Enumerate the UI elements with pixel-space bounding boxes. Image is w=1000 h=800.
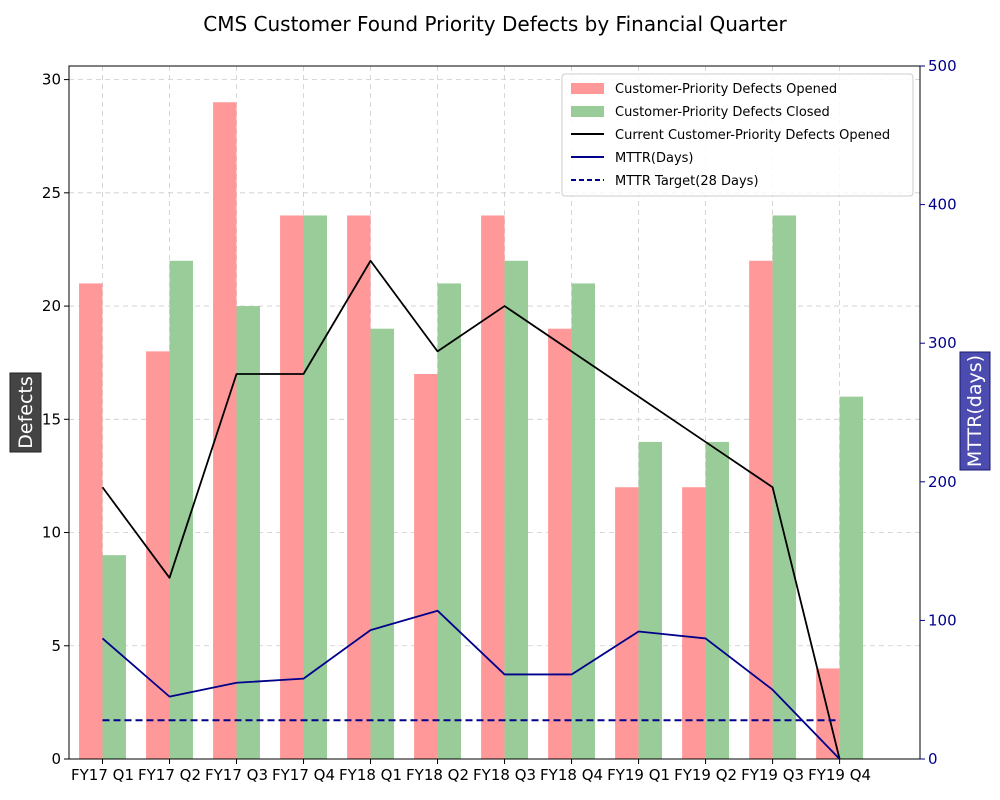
bar-opened [749, 260, 773, 759]
y-axis-label-right-box [959, 351, 991, 471]
left-axis-ticks: 0 5 10 15 20 25 30 [42, 71, 69, 768]
left-tick-label: 0 [51, 750, 61, 768]
legend-label: Customer-Priority Defects Opened [615, 82, 837, 97]
bar-closed [705, 441, 730, 759]
x-tick-label: FY19 Q3 [741, 766, 804, 784]
x-tick-label: FY17 Q3 [205, 766, 268, 784]
legend-swatch [571, 83, 604, 94]
y-axis-label-right: MTTR(days) [959, 351, 991, 471]
right-tick-label: 100 [928, 611, 957, 629]
bar-opened [414, 374, 438, 759]
chart-title: CMS Customer Found Priority Defects by F… [203, 12, 787, 36]
right-tick-label: 0 [928, 750, 938, 768]
bar-layer [79, 102, 864, 759]
right-tick-label: 300 [928, 334, 957, 352]
x-tick-label: FY17 Q2 [138, 766, 201, 784]
bar-opened [79, 283, 103, 759]
bar-closed [102, 555, 126, 759]
left-tick-label: 20 [42, 297, 61, 315]
x-tick-label: FY18 Q4 [540, 766, 603, 784]
left-tick-label: 10 [42, 524, 61, 542]
left-tick-label: 5 [51, 637, 61, 655]
legend-box [561, 73, 914, 197]
right-tick-label: 500 [928, 57, 957, 75]
bar-opened [280, 215, 304, 759]
x-tick-label: FY19 Q2 [674, 766, 737, 784]
x-tick-label: FY17 Q1 [71, 766, 134, 784]
x-tick-label: FY19 Q4 [808, 766, 871, 784]
bar-closed [236, 306, 260, 759]
bar-opened [481, 215, 505, 759]
bar-closed [772, 215, 797, 759]
bar-closed [437, 283, 461, 759]
bar-closed [169, 260, 193, 759]
bar-opened [347, 215, 371, 759]
legend: Customer-Priority Defects Opened Customer… [561, 73, 914, 197]
bar-opened [615, 487, 639, 759]
bar-opened [548, 328, 572, 759]
line-current-opened [101, 259, 841, 760]
bar-closed [571, 283, 596, 759]
bar-closed [303, 215, 327, 759]
left-tick-label: 30 [42, 71, 61, 89]
x-tick-label: FY18 Q3 [473, 766, 536, 784]
right-axis-ticks: 0 100 200 300 400 500 [920, 57, 957, 768]
bar-opened [213, 102, 237, 759]
bar-opened [146, 351, 170, 759]
bar-closed [839, 396, 864, 759]
plot-frame [68, 65, 921, 760]
bar-closed [370, 328, 394, 759]
bar-closed [504, 260, 529, 759]
y-axis-label-right-text: MTTR(days) [964, 355, 986, 467]
x-tick-label: FY18 Q1 [339, 766, 402, 784]
legend-label: Current Customer-Priority Defects Opened [615, 128, 890, 143]
right-tick-label: 400 [928, 196, 957, 214]
x-tick-label: FY19 Q1 [607, 766, 670, 784]
y-axis-label-left-box [9, 372, 42, 453]
bar-opened [682, 487, 706, 759]
bar-closed [638, 441, 663, 759]
x-axis-ticks: FY17 Q1 FY17 Q2 FY17 Q3 FY17 Q4 FY18 Q1 FY18 … [71, 759, 871, 784]
y-axis-label-left: Defects [9, 372, 42, 453]
line-mttr [101, 609, 841, 760]
legend-label: MTTR Target(28 Days) [615, 174, 759, 189]
x-tick-label: FY18 Q2 [406, 766, 469, 784]
legend-label: Customer-Priority Defects Closed [615, 105, 830, 120]
left-tick-label: 15 [42, 410, 61, 428]
legend-swatch [571, 106, 604, 117]
right-tick-label: 200 [928, 473, 957, 491]
legend-label: MTTR(Days) [615, 151, 694, 166]
line-layer [101, 259, 841, 760]
left-tick-label: 25 [42, 184, 61, 202]
x-tick-label: FY17 Q4 [272, 766, 335, 784]
y-axis-label-left-text: Defects [15, 376, 37, 449]
